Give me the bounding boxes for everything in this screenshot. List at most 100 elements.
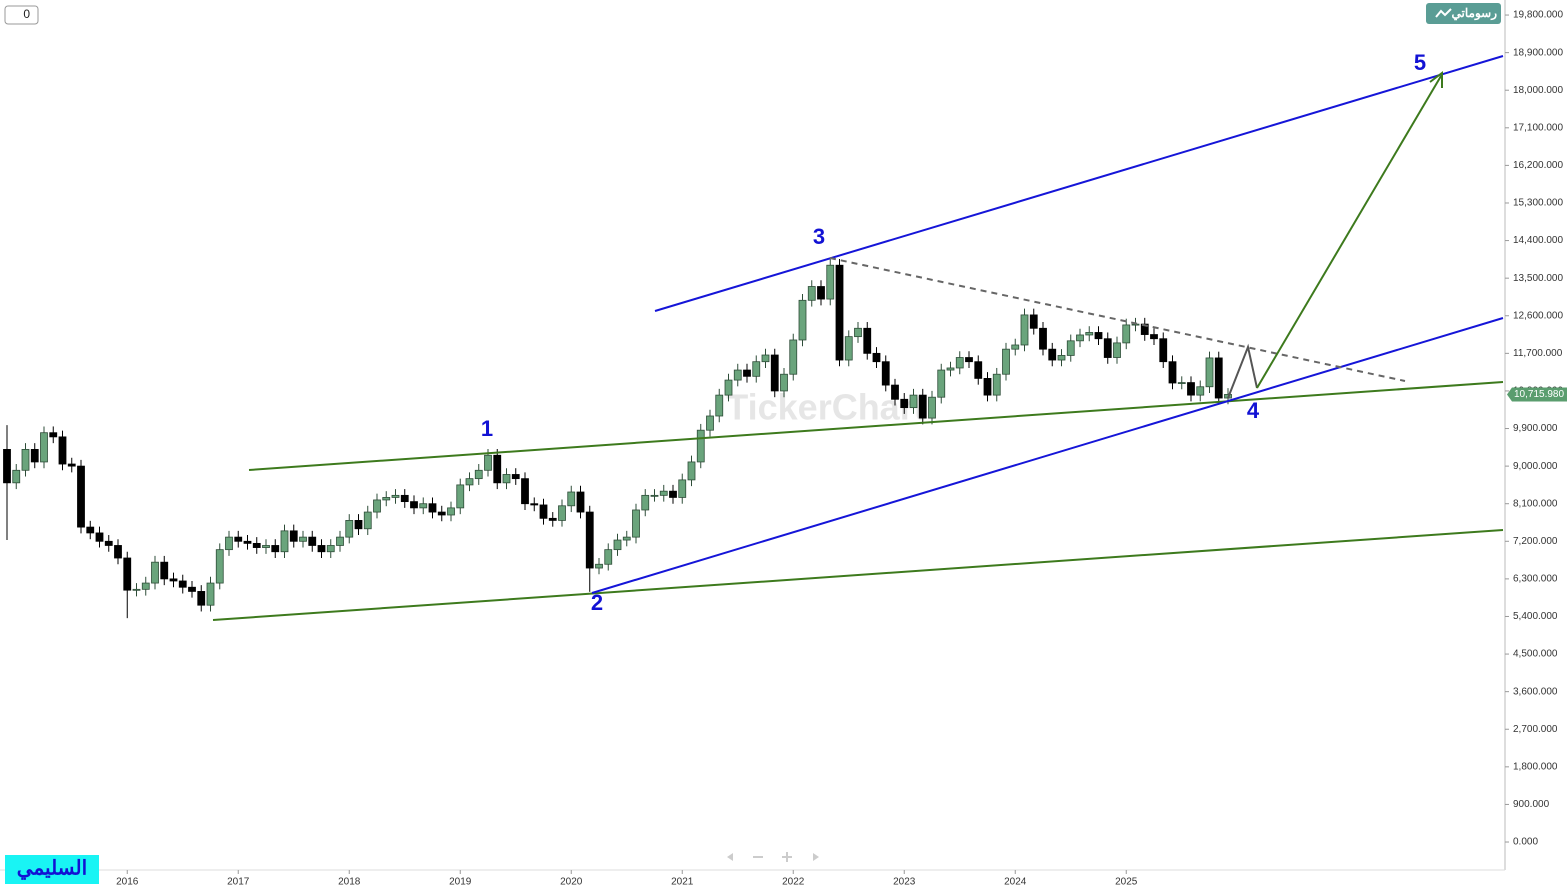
candle-body [706,415,714,431]
candle-body [891,384,899,400]
x-tick-label: 2023 [893,877,916,888]
candle-body [1187,382,1195,396]
candle-body [3,449,11,484]
candle-body [604,549,613,565]
candle-body [1214,357,1223,399]
candle-body [456,484,465,509]
candle-body [1057,355,1066,361]
candle-body [650,494,659,497]
candle-body [770,354,779,392]
y-tick-label: 7,200.000 [1513,536,1558,547]
x-tick-label: 2022 [782,877,805,888]
candle-body [1177,382,1186,384]
candle-body [447,507,455,516]
trend-line [212,529,1504,621]
candle-body [308,536,317,546]
button-label: رسوماتي [1452,6,1498,21]
last-price-label: 10,715.980 [1514,389,1564,400]
candle-body [1122,324,1131,344]
nav-zoom-out[interactable] [753,856,763,858]
candle-body [188,586,196,592]
candle-body [1103,338,1112,358]
y-tick-label: 11,700.000 [1513,348,1563,359]
x-tick-label: 2025 [1115,877,1138,888]
candle-body [114,545,122,559]
candle-body [807,286,816,301]
candle-body [817,286,825,300]
y-tick-label: 17,100.000 [1513,122,1563,133]
counter: 0 [23,7,30,21]
drawings [212,55,1504,621]
candle-body [373,499,381,513]
candle-body [493,454,502,484]
y-tick-label: 1,800.000 [1513,761,1558,772]
candle-body [197,591,206,606]
candle-body [965,357,973,363]
candle-body [1048,348,1057,361]
y-tick-label: 3,600.000 [1513,686,1558,697]
candle-body [1168,361,1177,384]
counter-box[interactable] [4,5,39,25]
candle-body [58,436,67,465]
candle-body [243,540,252,544]
candle-body [1205,357,1214,388]
candle-body [622,536,631,541]
candle-body [992,373,1001,396]
candle-body [1020,314,1029,346]
y-tick-label: 6,300.000 [1513,574,1558,585]
y-tick-label: 13,500.000 [1513,273,1563,284]
candle-body [733,369,742,381]
candle-body [465,478,474,486]
candle-body [567,491,576,507]
nav-right[interactable] [813,853,819,861]
candle-body [1029,314,1038,329]
candle-body [659,490,668,496]
candle-body [909,394,918,409]
candle-body [336,536,344,546]
y-tick-label: 18,000.000 [1513,85,1563,96]
candle-body [132,588,141,591]
candle-body [428,503,437,513]
candle-body [669,490,677,498]
candle-body [715,394,724,417]
candle-body [743,369,751,377]
candle-body [410,501,418,509]
candle-body [752,361,761,377]
candle-body [104,540,113,546]
candle-body [1196,386,1205,396]
candle-body [169,578,178,582]
y-tick-label: 16,200.000 [1513,160,1563,171]
candle-body [326,545,335,553]
candle-body [780,373,788,392]
candle-body [123,557,132,591]
nav-zoom-in[interactable] [782,852,792,862]
wave-label: 1 [481,416,493,441]
candle-body [1002,348,1010,375]
y-axis: 0.000 900.000 1,800.000 2,700.000 3,600.000 4… [1505,10,1563,848]
y-tick-label: 19,800.000 [1513,10,1563,21]
wave-label: 2 [591,590,603,615]
y-tick-label: 8,100.000 [1513,498,1558,509]
candle-body [844,336,853,361]
wave-label: 3 [813,224,825,249]
candle-body [1140,323,1149,335]
candle-body [86,526,95,534]
candle-body [363,511,372,530]
projection [1227,343,1258,399]
nav-left[interactable] [727,853,733,861]
drawings-button[interactable] [1426,3,1501,24]
candle-body [1066,340,1075,356]
wave-label: 4 [1247,398,1260,423]
candle-body [937,369,946,398]
candle-body [1113,342,1121,358]
y-tick-label: 900.000 [1513,799,1550,810]
author: السليمي [17,857,87,880]
candle-body [317,545,326,553]
x-tick-label: 2018 [338,877,361,888]
candle-body [789,339,798,375]
y-tick-label: 2,700.000 [1513,724,1558,735]
candle-body [511,474,520,480]
candle-body [576,491,585,513]
candle-body [95,532,104,542]
